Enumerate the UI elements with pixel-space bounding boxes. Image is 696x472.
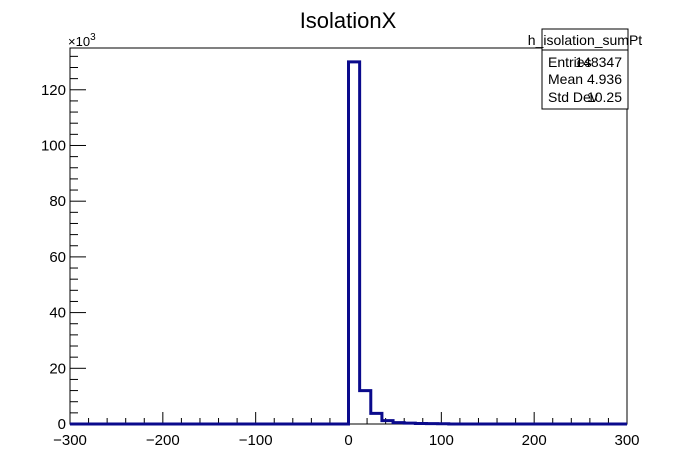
y-tick-label: 0 [58, 416, 66, 433]
stats-box: h_isolation_sumPt Entries 148347 Mean 4.… [528, 28, 643, 110]
x-tick-label: −100 [239, 432, 273, 449]
histogram-bin [371, 413, 382, 424]
histogram-bin [393, 423, 404, 424]
histogram-bin [349, 62, 360, 424]
stats-stddev-label: Std Dev [548, 89, 598, 105]
histogram-bin [404, 423, 415, 424]
stats-mean-value: 4.936 [587, 71, 622, 87]
y-tick-label: 100 [41, 137, 66, 154]
histogram-series-line [70, 60, 627, 426]
x-tick-label: 200 [522, 432, 547, 449]
y-tick-label: 120 [41, 82, 66, 99]
chart-title: IsolationX [300, 8, 397, 33]
stats-stddev-value: 10.25 [587, 89, 622, 105]
x-tick-label: −200 [146, 432, 180, 449]
histogram-bin [415, 423, 426, 424]
histogram-bin [360, 391, 371, 424]
stats-box-border [541, 28, 629, 110]
y-axis-multiplier: ×103 [68, 32, 96, 49]
histogram-bin [382, 421, 393, 424]
y-tick-label: 20 [49, 360, 66, 377]
x-tick-label: −300 [53, 432, 87, 449]
y-tick-label: 60 [49, 249, 66, 266]
stats-entries-value: 148347 [575, 54, 622, 70]
x-tick-label: 100 [429, 432, 454, 449]
stats-box-title: h_isolation_sumPt [528, 32, 643, 48]
y-tick-label: 40 [49, 305, 66, 322]
y-tick-label: 80 [49, 193, 66, 210]
x-tick-label: 0 [344, 432, 352, 449]
stats-mean-label: Mean [548, 71, 583, 87]
stats-entries-label: Entries [548, 54, 592, 70]
y-axis: 0 20 40 60 80 100 120 [41, 55, 86, 433]
x-tick-label: 300 [614, 432, 639, 449]
